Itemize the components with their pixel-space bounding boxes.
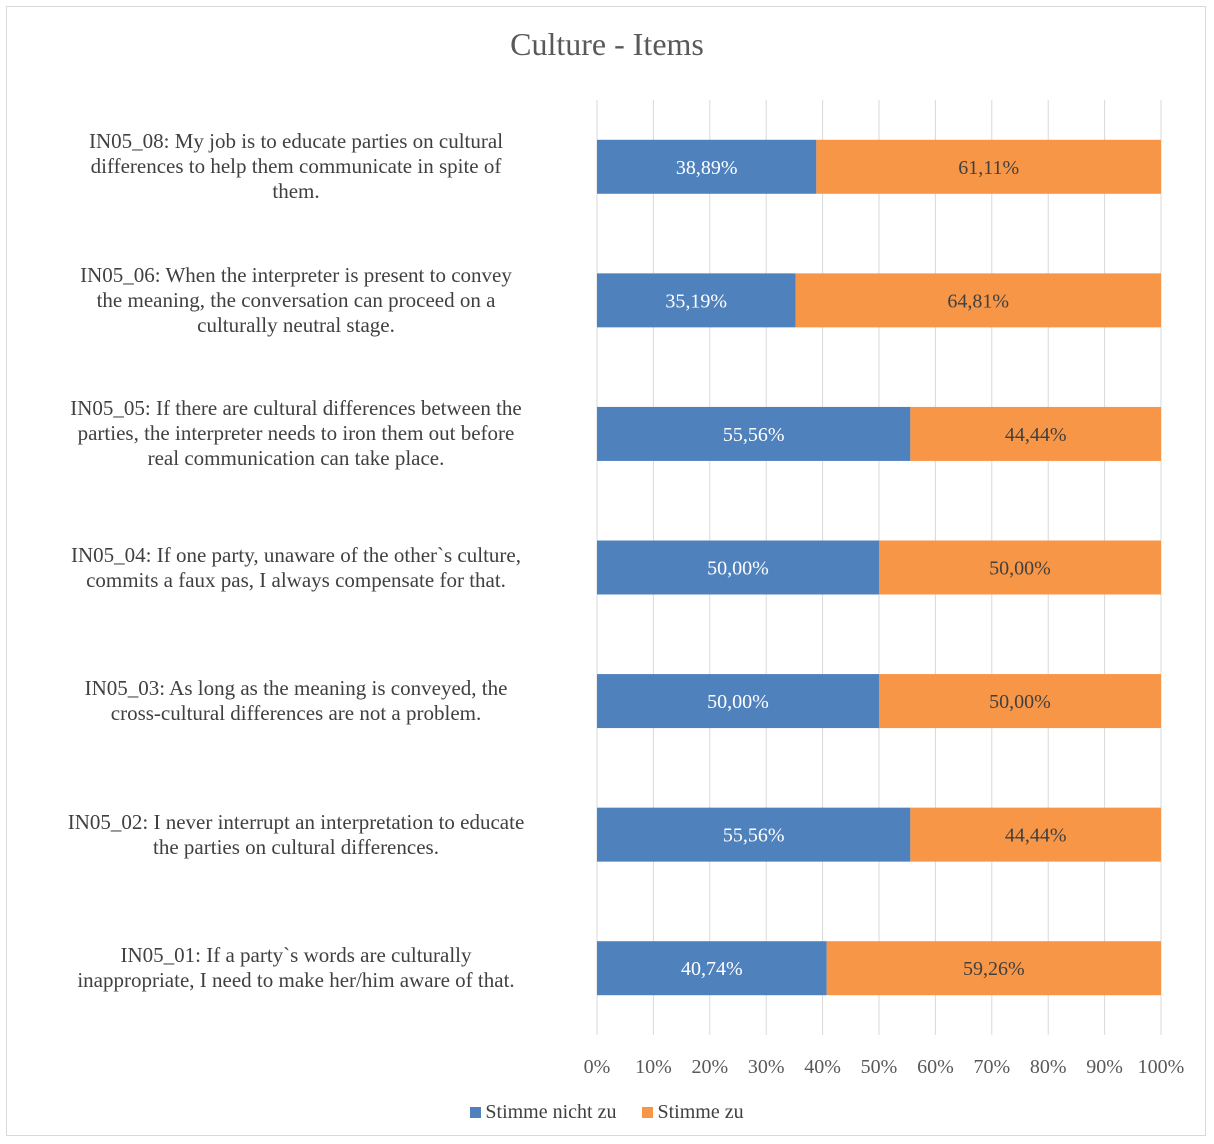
bar-segment (826, 941, 1161, 996)
category-label-line: inappropriate, I need to make her/him aw… (77, 968, 515, 993)
data-label: 55,56% (723, 825, 785, 847)
category-label-line: IN05_03: As long as the meaning is conve… (84, 676, 508, 701)
data-label: 50,00% (989, 691, 1051, 713)
x-tick-label: 90% (1086, 1056, 1123, 1078)
bar-segment (597, 674, 879, 729)
data-label: 64,81% (947, 290, 1009, 312)
x-tick-label: 30% (748, 1056, 785, 1078)
category-label-line: IN05_02: I never interrupt an interpreta… (67, 809, 525, 834)
category-label-line: culturally neutral stage. (197, 312, 395, 337)
data-label: 61,11% (958, 157, 1019, 179)
x-tick-label: 100% (1138, 1056, 1185, 1078)
x-tick-label: 50% (861, 1056, 898, 1078)
x-tick-label: 20% (691, 1056, 728, 1078)
data-label: 50,00% (989, 558, 1051, 580)
x-tick-label: 70% (973, 1056, 1010, 1078)
x-tick-label: 60% (917, 1056, 954, 1078)
category-label: IN05_03: As long as the meaning is conve… (16, 676, 576, 726)
legend-label-stimme-nicht-zu: Stimme nicht zu (485, 1101, 617, 1123)
category-label-line: the parties on cultural differences. (153, 834, 439, 859)
legend-item-stimme-zu: Stimme zu (642, 1101, 744, 1124)
bar-segment (597, 139, 817, 194)
category-label-line: them. (272, 179, 320, 204)
bar-segment (879, 674, 1161, 729)
x-tick-label: 40% (804, 1056, 841, 1078)
data-label: 38,89% (676, 157, 738, 179)
data-label: 55,56% (723, 424, 785, 446)
data-label: 35,19% (665, 290, 727, 312)
bar-segment (597, 540, 879, 595)
bar-segment (879, 540, 1161, 595)
data-label: 44,44% (1005, 424, 1067, 446)
category-label-line: parties, the interpreter needs to iron t… (77, 421, 515, 446)
data-label: 44,44% (1005, 825, 1067, 847)
data-label: 50,00% (707, 558, 769, 580)
category-label-line: real communication can take place. (147, 446, 445, 471)
bar-segment (816, 139, 1161, 194)
legend-swatch-stimme-nicht-zu (470, 1107, 482, 1118)
category-label-line: IN05_05: If there are cultural differenc… (70, 396, 522, 421)
category-label-line: the meaning, the conversation can procee… (96, 287, 496, 312)
category-label-line: commits a faux pas, I always compensate … (86, 567, 506, 592)
legend-swatch-stimme-zu (642, 1107, 654, 1118)
x-tick-label: 80% (1030, 1056, 1067, 1078)
category-label: IN05_01: If a party`s words are cultural… (16, 943, 576, 993)
bar-segment (910, 807, 1161, 862)
category-label-line: IN05_08: My job is to educate parties on… (88, 129, 504, 154)
bar-segment (795, 273, 1161, 328)
legend-item-stimme-nicht-zu: Stimme nicht zu (470, 1101, 616, 1124)
data-label: 40,74% (681, 958, 743, 980)
category-label-line: cross-cultural differences are not a pro… (110, 701, 482, 726)
legend: Stimme nicht zu Stimme zu (0, 1101, 1214, 1124)
bar-segment (597, 273, 796, 328)
x-tick-label: 10% (635, 1056, 672, 1078)
data-label: 50,00% (707, 691, 769, 713)
category-label: IN05_02: I never interrupt an interpreta… (16, 810, 576, 860)
bar-segment (910, 406, 1161, 461)
category-label-line: differences to help them communicate in … (90, 154, 502, 179)
x-tick-label: 0% (584, 1056, 611, 1078)
legend-label-stimme-zu: Stimme zu (657, 1101, 744, 1123)
data-label: 59,26% (963, 958, 1025, 980)
category-label: IN05_05: If there are cultural differenc… (16, 396, 576, 471)
bar-segment (597, 807, 911, 862)
bar-segment (597, 941, 827, 996)
category-label-line: IN05_06: When the interpreter is present… (80, 262, 512, 287)
category-label: IN05_08: My job is to educate parties on… (16, 129, 576, 204)
category-label: IN05_06: When the interpreter is present… (16, 263, 576, 338)
category-label-line: IN05_04: If one party, unaware of the ot… (71, 542, 521, 567)
category-label-line: IN05_01: If a party`s words are cultural… (120, 943, 472, 968)
bar-segment (597, 406, 911, 461)
chart-title: Culture - Items (510, 26, 704, 62)
category-label: IN05_04: If one party, unaware of the ot… (16, 543, 576, 593)
